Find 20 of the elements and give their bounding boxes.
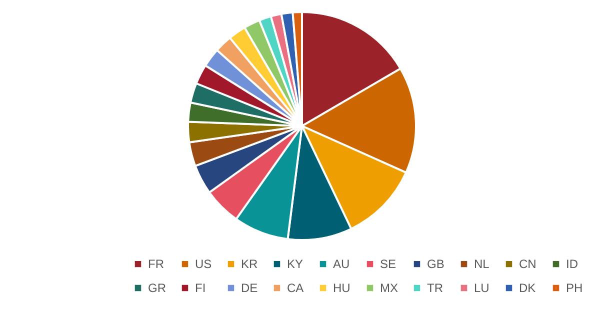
legend-label: DE [241, 281, 258, 295]
legend-label: CA [287, 281, 304, 295]
legend-label: ID [566, 257, 578, 272]
legend-label: KY [287, 257, 304, 272]
legend-label: SE [380, 257, 396, 272]
legend-label: MX [380, 281, 398, 295]
legend-label: CN [519, 257, 536, 272]
legend-label: HU [333, 281, 350, 295]
legend-label: DK [519, 281, 536, 295]
legend-label: FI [195, 281, 206, 295]
legend-label: US [195, 257, 212, 272]
legend-label: NL [474, 257, 490, 272]
legend-label: TR [427, 281, 444, 295]
legend-label: AU [333, 257, 350, 272]
legend-label: KR [241, 257, 258, 272]
legend-label: GB [427, 257, 444, 272]
legend-label: LU [474, 281, 490, 295]
legend-label: GR [148, 281, 166, 295]
legend-label: FR [148, 257, 164, 272]
legend-label: PH [566, 281, 583, 295]
